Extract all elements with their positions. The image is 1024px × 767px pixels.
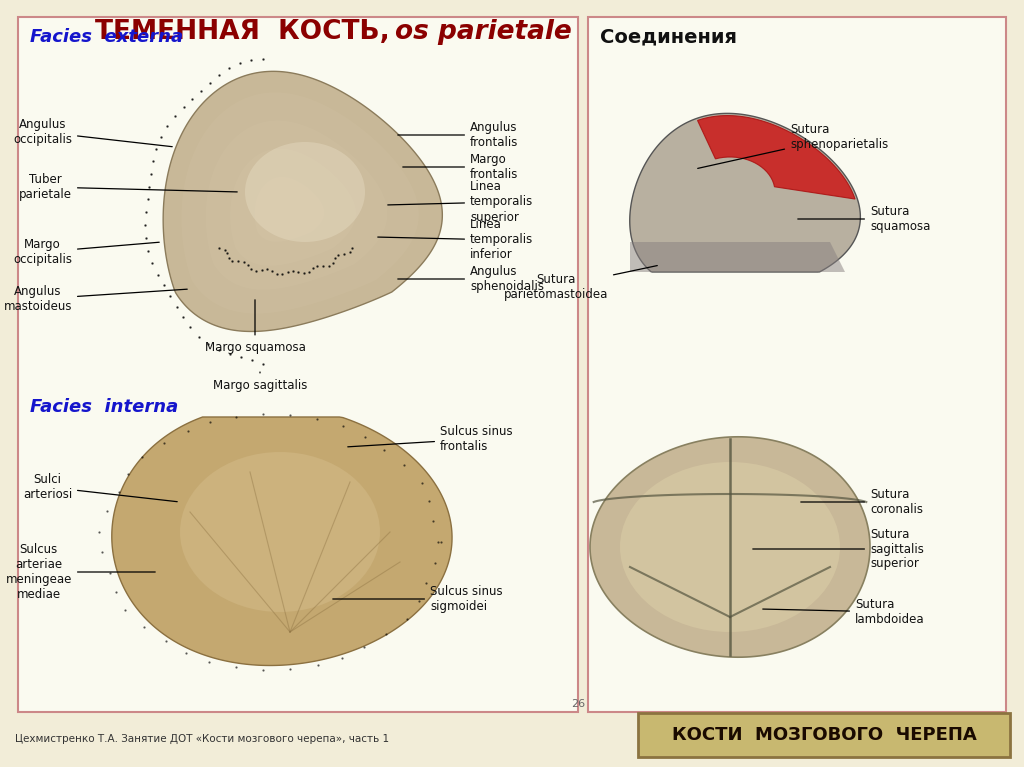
Text: Sutura
coronalis: Sutura coronalis xyxy=(801,488,923,516)
Text: Sulci
arteriosi: Sulci arteriosi xyxy=(23,473,177,502)
Text: os parietale: os parietale xyxy=(395,19,571,45)
Polygon shape xyxy=(112,417,452,666)
Text: Sulcus
arteriae
meningeae
mediae: Sulcus arteriae meningeae mediae xyxy=(5,543,156,601)
Text: 26: 26 xyxy=(571,699,585,709)
Text: Margo sagittalis: Margo sagittalis xyxy=(213,372,307,391)
Text: Angulus
mastoideus: Angulus mastoideus xyxy=(3,285,187,313)
Text: Sulcus sinus
sigmoidei: Sulcus sinus sigmoidei xyxy=(333,585,503,613)
Text: ТЕМЕННАЯ  КОСТЬ,: ТЕМЕННАЯ КОСТЬ, xyxy=(95,19,390,45)
Text: Facies  externa: Facies externa xyxy=(30,28,183,46)
Text: Цехмистренко Т.А. Занятие ДОТ «Кости мозгового черепа», часть 1: Цехмистренко Т.А. Занятие ДОТ «Кости моз… xyxy=(15,734,389,744)
Text: Sutura
sagittalis
superior: Sutura sagittalis superior xyxy=(753,528,924,571)
Text: Angulus
frontalis: Angulus frontalis xyxy=(397,121,518,149)
Text: Sutura
squamosa: Sutura squamosa xyxy=(798,205,931,233)
Text: Tuber
parietale: Tuber parietale xyxy=(19,173,238,201)
Polygon shape xyxy=(255,177,325,242)
Text: Linea
temporalis
inferior: Linea temporalis inferior xyxy=(378,219,534,262)
Polygon shape xyxy=(181,93,419,314)
Ellipse shape xyxy=(620,462,840,632)
Text: Sutura
parietomastoidea: Sutura parietomastoidea xyxy=(504,265,657,301)
Text: Margo
frontalis: Margo frontalis xyxy=(402,153,518,181)
Polygon shape xyxy=(230,149,355,265)
Text: КОСТИ  МОЗГОВОГО  ЧЕРЕПА: КОСТИ МОЗГОВОГО ЧЕРЕПА xyxy=(672,726,976,744)
Polygon shape xyxy=(630,114,860,272)
Text: Linea
temporalis
superior: Linea temporalis superior xyxy=(388,180,534,223)
Text: Sutura
lambdoidea: Sutura lambdoidea xyxy=(763,598,925,626)
Text: Angulus
sphenoidalis: Angulus sphenoidalis xyxy=(397,265,544,293)
Bar xyxy=(588,17,1006,712)
Polygon shape xyxy=(206,120,387,290)
Text: Margo squamosa: Margo squamosa xyxy=(205,300,305,354)
Bar xyxy=(18,17,578,712)
Text: Sulcus sinus
frontalis: Sulcus sinus frontalis xyxy=(348,425,513,453)
Bar xyxy=(638,713,1010,757)
Text: Margo
occipitalis: Margo occipitalis xyxy=(13,238,160,266)
Ellipse shape xyxy=(180,452,380,612)
Text: Sutura
sphenoparietalis: Sutura sphenoparietalis xyxy=(697,123,888,169)
Polygon shape xyxy=(590,436,870,657)
Ellipse shape xyxy=(245,142,365,242)
Polygon shape xyxy=(697,116,855,199)
Polygon shape xyxy=(630,242,845,272)
Text: Соединения: Соединения xyxy=(600,28,737,47)
Text: Facies  interna: Facies interna xyxy=(30,398,178,416)
Polygon shape xyxy=(163,71,442,331)
Text: Angulus
occipitalis: Angulus occipitalis xyxy=(13,118,172,146)
